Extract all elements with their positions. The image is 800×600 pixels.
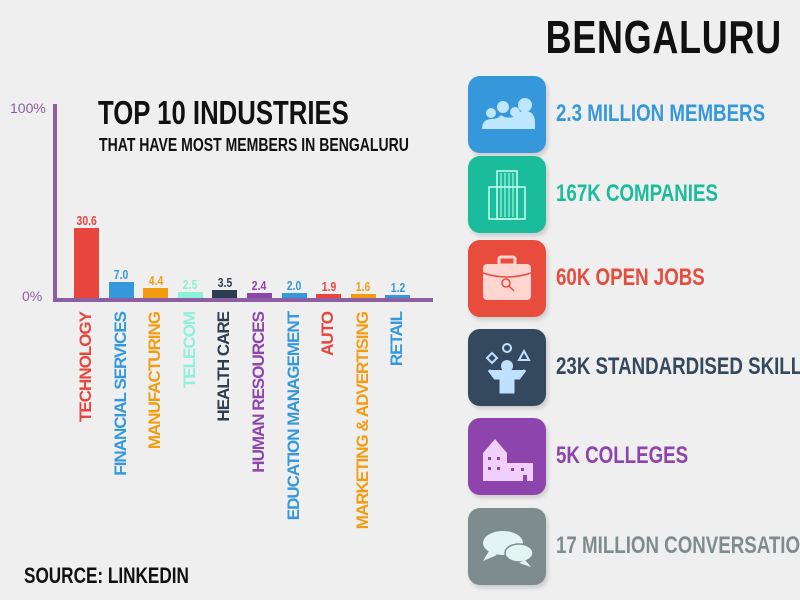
data-label: 2.0: [286, 278, 302, 294]
stat-label: 60K OPEN JOBS: [556, 264, 705, 291]
source-note: SOURCE: LINKEDIN: [24, 563, 189, 588]
ytick-label: 100%: [10, 100, 46, 116]
juggling-person-icon: [485, 342, 531, 393]
data-label: 2.5: [183, 277, 198, 293]
category-label: MANUFACTURING: [145, 312, 165, 450]
ytick-label: 0%: [22, 288, 43, 304]
bar: [281, 293, 307, 298]
city-title: BENGALURU: [545, 11, 782, 63]
category-label: EDUCATION MANAGEMENT: [283, 312, 303, 521]
bar: [108, 281, 134, 298]
chat-bubbles-tile: [468, 508, 546, 585]
x-axis: [53, 298, 433, 302]
bar: [247, 292, 272, 298]
briefcase-search-icon: [482, 255, 532, 300]
stat-label: 23K STANDARDISED SKILLS: [556, 353, 800, 380]
chart-subtitle: THAT HAVE MOST MEMBERS IN BENGALURU: [99, 135, 409, 155]
bar: [74, 227, 99, 298]
stat-label: 17 MILLION CONVERSATIONS: [556, 532, 800, 559]
data-label: 1.9: [321, 278, 336, 294]
bar: [177, 292, 203, 298]
stat-label: 2.3 MILLION MEMBERS: [556, 100, 766, 127]
college-icon: [483, 438, 533, 481]
bar: [350, 294, 376, 298]
category-label: RETAIL: [387, 312, 407, 367]
category-label: HEALTH CARE: [214, 312, 234, 422]
bar: [212, 289, 238, 298]
stat-label: 5K COLLEGES: [556, 442, 689, 469]
bar: [143, 287, 169, 298]
category-label: FINANCIAL SERVICES: [110, 312, 130, 476]
briefcase-search-tile: [468, 240, 546, 317]
bar: [316, 293, 342, 298]
chat-bubbles-icon: [483, 530, 534, 567]
data-label: 3.5: [217, 274, 233, 290]
category-label: TELECOM: [179, 312, 199, 389]
people-icon: [482, 97, 535, 129]
college-tile: [468, 418, 546, 495]
people-tile: [468, 76, 546, 153]
bar: [385, 295, 411, 298]
data-label: 7.0: [113, 266, 129, 282]
building-tile: [468, 156, 546, 233]
data-label: 30.6: [76, 212, 97, 228]
data-label: 2.4: [252, 277, 267, 293]
building-icon: [488, 169, 526, 220]
category-label: MARKETING & ADVERTISING: [352, 312, 372, 530]
data-label: 1.2: [390, 280, 406, 296]
category-label: HUMAN RESOURCES: [249, 312, 268, 473]
category-label: AUTO: [318, 312, 338, 356]
chart-title: TOP 10 INDUSTRIES: [98, 94, 349, 131]
y-axis: [53, 104, 57, 302]
data-label: 1.6: [356, 279, 371, 295]
category-label: TECHNOLOGY: [76, 312, 95, 422]
juggling-person-tile: [468, 329, 546, 406]
stat-label: 167K COMPANIES: [556, 180, 718, 207]
data-label: 4.4: [148, 272, 163, 288]
